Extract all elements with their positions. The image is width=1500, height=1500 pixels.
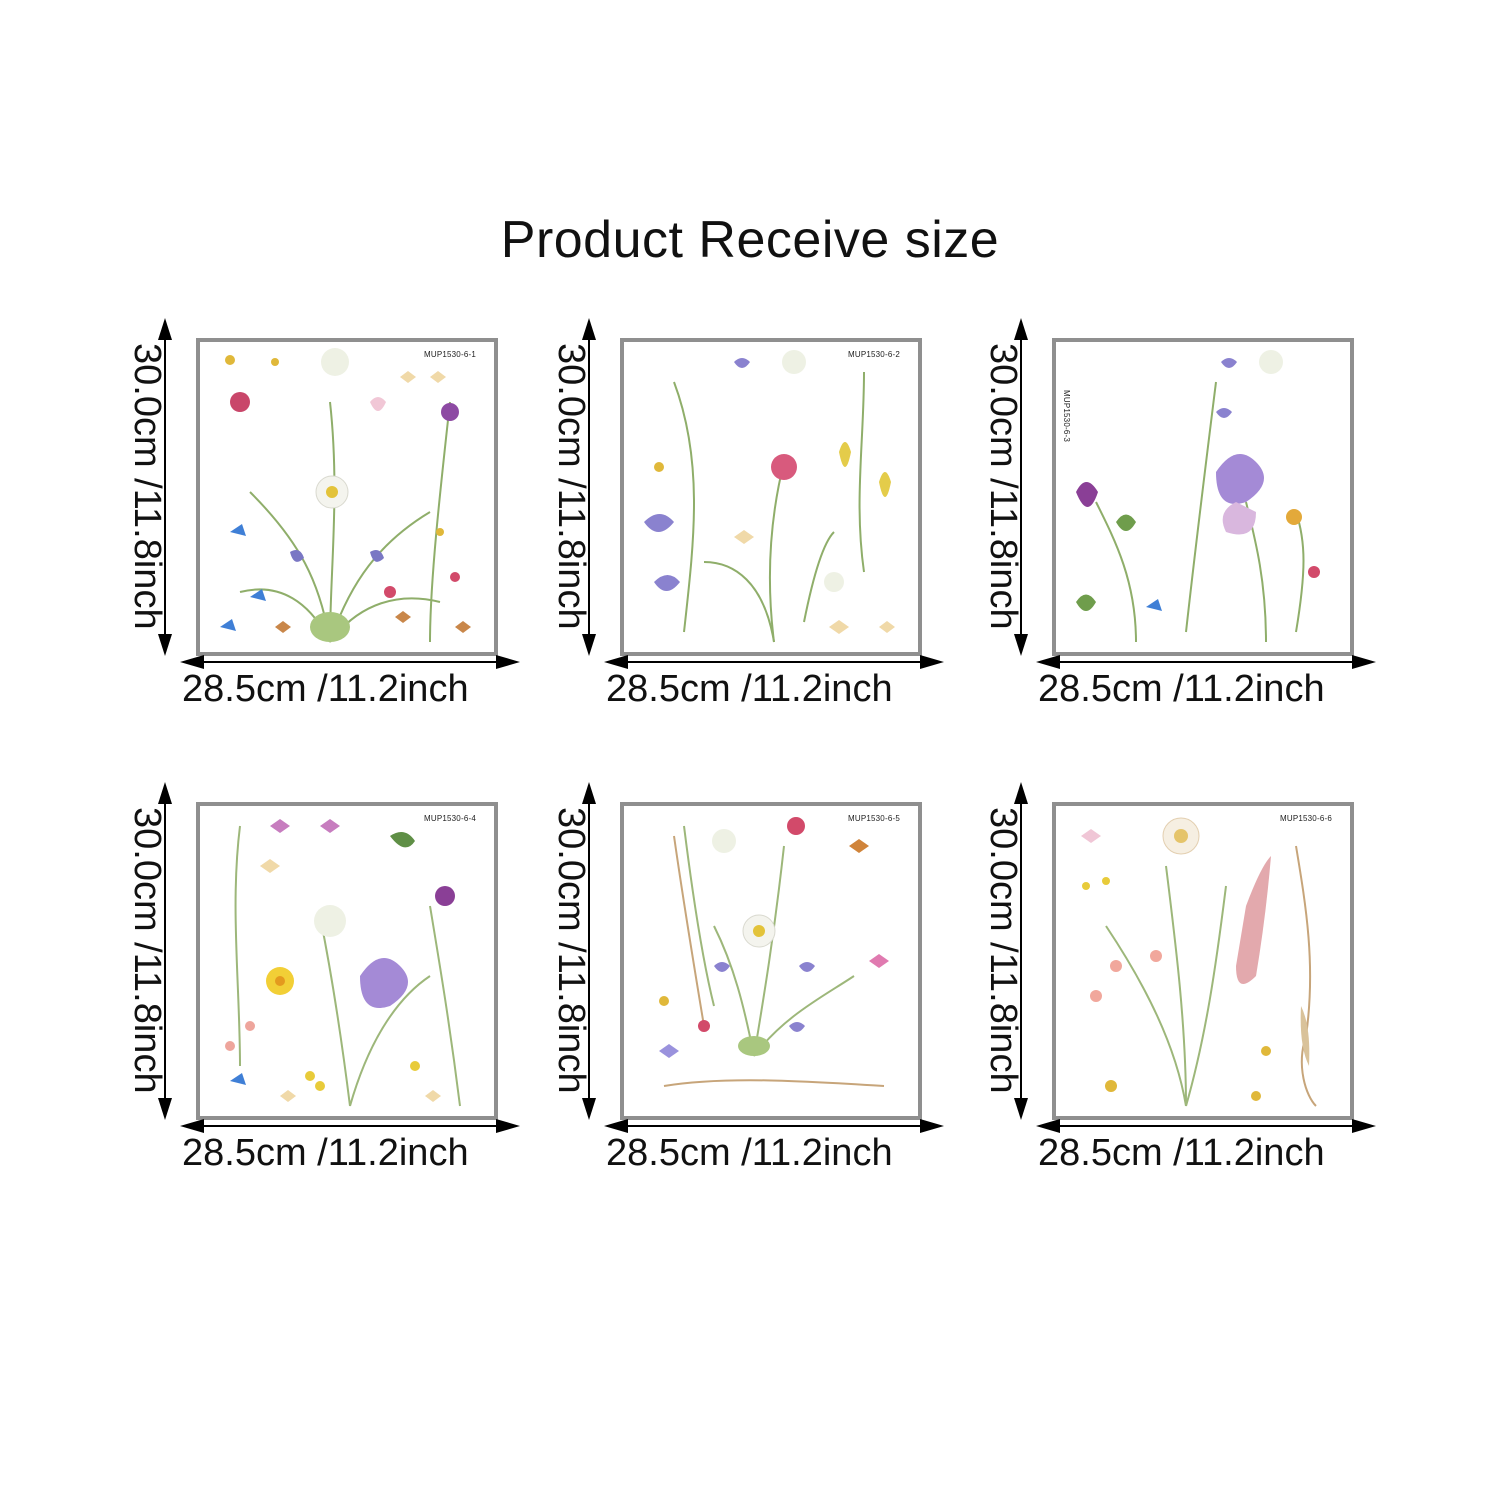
decal-panel-1: 30.0cm /11.8inch MUP1530-6-1 (126, 318, 530, 718)
height-arrow (582, 782, 596, 1120)
product-code: MUP1530-6-5 (847, 814, 900, 823)
product-code: MUP1530-6-1 (423, 350, 476, 359)
width-label: 28.5cm /11.2inch (182, 668, 469, 710)
width-label: 28.5cm /11.2inch (182, 1132, 469, 1174)
wildflower-illustration (644, 350, 895, 643)
decal-panel-5: 30.0cm /11.8inch MUP1530-6-5 (550, 782, 954, 1182)
decal-panel-4: 30.0cm /11.8inch MUP1530-6-4 (126, 782, 530, 1182)
width-arrow (604, 655, 944, 669)
width-label: 28.5cm /11.2inch (1038, 668, 1325, 710)
width-label: 28.5cm /11.2inch (606, 668, 893, 710)
product-code: MUP1530-6-3 (1062, 390, 1071, 443)
width-arrow (180, 655, 520, 669)
wildflower-illustration (1081, 817, 1317, 1107)
height-arrow (158, 318, 172, 656)
decal-sheet: MUP1530-6-1 (196, 338, 498, 656)
wildflower-illustration (225, 819, 461, 1107)
height-label: 30.0cm /11.8inch (126, 342, 168, 630)
height-arrow (582, 318, 596, 656)
height-arrow (1014, 318, 1028, 656)
decal-panel-6: 30.0cm /11.8inch MUP1530-6-6 (982, 782, 1386, 1182)
height-label: 30.0cm /11.8inch (982, 806, 1024, 1094)
width-arrow (1036, 655, 1376, 669)
wildflower-illustration (220, 348, 471, 643)
wildflower-illustration (1076, 350, 1320, 643)
height-arrow (1014, 782, 1028, 1120)
page-title: Product Receive size (500, 211, 1000, 269)
width-arrow (1036, 1119, 1376, 1133)
decal-sheet: MUP1530-6-2 (620, 338, 922, 656)
height-label: 30.0cm /11.8inch (550, 806, 592, 1094)
product-code: MUP1530-6-4 (423, 814, 476, 823)
width-arrow (604, 1119, 944, 1133)
height-arrow (158, 782, 172, 1120)
wildflower-illustration (659, 817, 889, 1087)
width-label: 28.5cm /11.2inch (1038, 1132, 1325, 1174)
decal-sheet: MUP1530-6-4 (196, 802, 498, 1120)
height-label: 30.0cm /11.8inch (126, 806, 168, 1094)
width-label: 28.5cm /11.2inch (606, 1132, 893, 1174)
width-arrow (180, 1119, 520, 1133)
height-label: 30.0cm /11.8inch (982, 342, 1024, 630)
height-label: 30.0cm /11.8inch (550, 342, 592, 630)
decal-sheet: MUP1530-6-3 (1052, 338, 1354, 656)
product-code: MUP1530-6-2 (847, 350, 900, 359)
product-code: MUP1530-6-6 (1279, 814, 1332, 823)
decal-sheet: MUP1530-6-5 (620, 802, 922, 1120)
decal-panel-2: 30.0cm /11.8inch MUP1530-6-2 (550, 318, 954, 718)
decal-panel-3: 30.0cm /11.8inch MUP1530-6-3 2 (982, 318, 1386, 718)
decal-sheet: MUP1530-6-6 (1052, 802, 1354, 1120)
